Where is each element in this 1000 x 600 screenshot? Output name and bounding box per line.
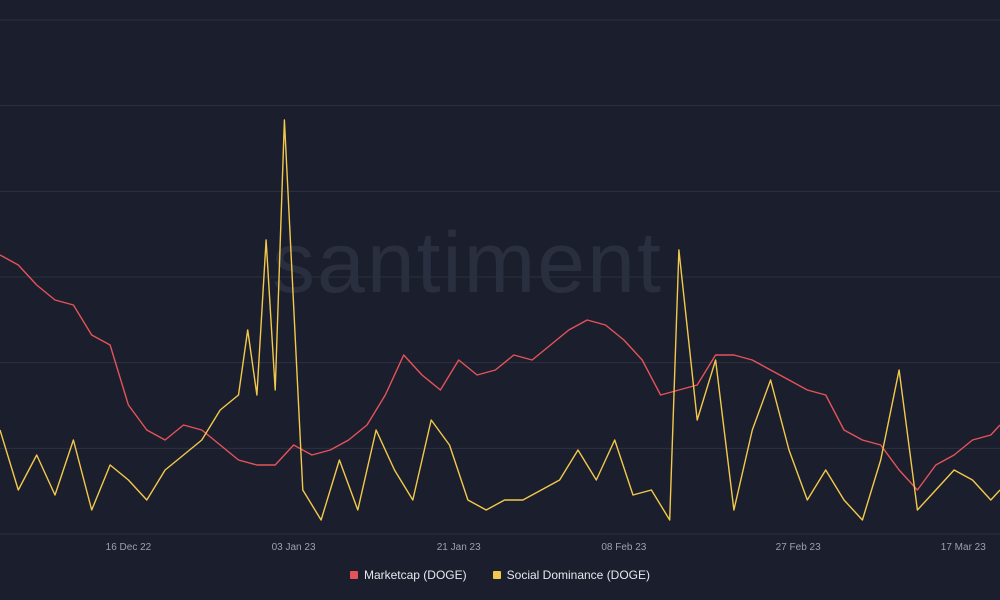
- marketcap-line: [0, 254, 1000, 491]
- x-tick-label: 16 Dec 22: [106, 542, 152, 553]
- social-dominance-swatch: [492, 571, 501, 579]
- legend-item-social-dominance[interactable]: Social Dominance (DOGE): [492, 568, 651, 582]
- x-tick-label: 21 Jan 23: [437, 542, 481, 553]
- santiment-watermark: santiment: [272, 215, 663, 311]
- legend-item-marketcap[interactable]: Marketcap (DOGE): [349, 568, 467, 582]
- legend-label-social-dominance: Social Dominance (DOGE): [506, 568, 651, 582]
- x-axis: 16 Dec 22 03 Jan 23 21 Jan 23 08 Feb 23 27 F…: [106, 542, 987, 553]
- x-tick-label: 03 Jan 23: [272, 542, 316, 553]
- legend: Marketcap (DOGE) Social Dominance (DOGE): [0, 568, 1000, 582]
- x-tick-label: 08 Feb 23: [601, 542, 646, 553]
- series-layer: [0, 119, 1000, 521]
- x-tick-label: 17 Mar 23: [941, 542, 986, 553]
- grid: [0, 19, 1000, 535]
- social-dominance-line: [0, 119, 1000, 521]
- legend-label-marketcap: Marketcap (DOGE): [363, 568, 467, 582]
- x-tick-label: 27 Feb 23: [776, 542, 821, 553]
- marketcap-swatch: [349, 571, 358, 579]
